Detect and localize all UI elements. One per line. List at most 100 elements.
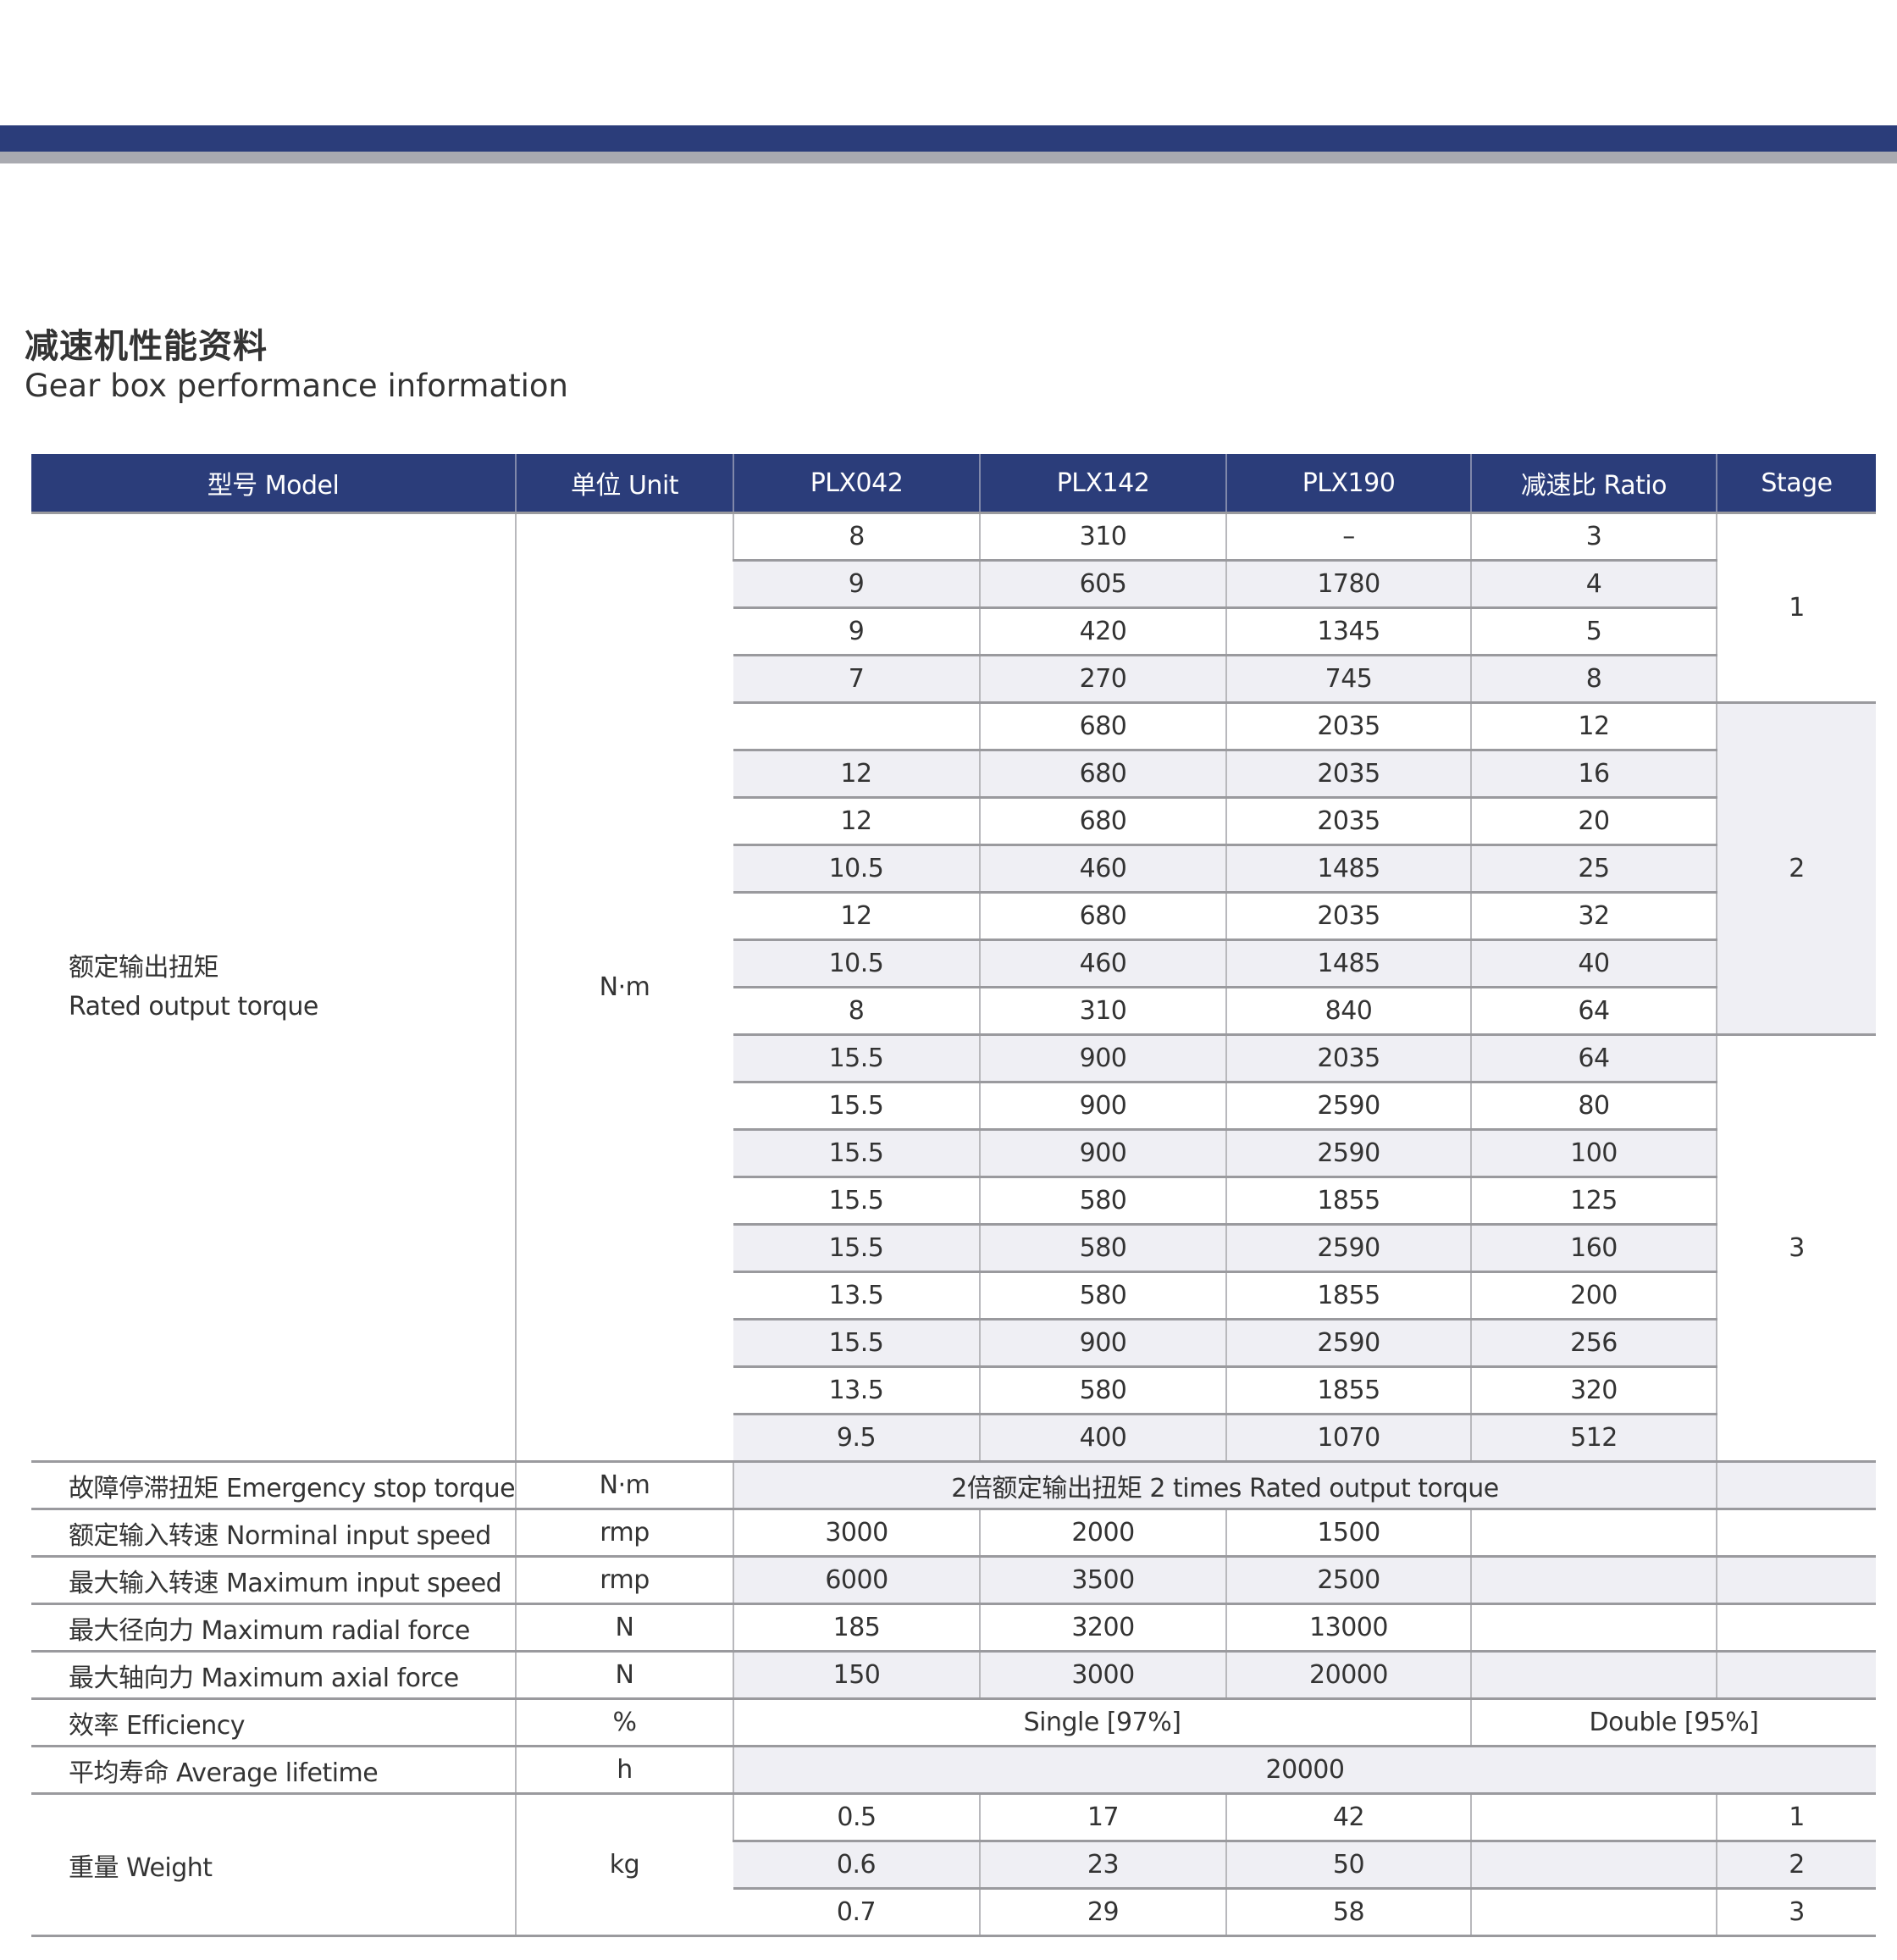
- cell-ratio: 200: [1470, 1271, 1717, 1320]
- table-row: 额定输出扭矩 Rated output torque N·m 8 310–3 1: [31, 512, 1876, 1462]
- table-row: 15.5 580 2590 160: [31, 1223, 1876, 1272]
- spec-unit: rmp: [515, 1555, 733, 1604]
- cell-plx190: 58: [1225, 1887, 1471, 1937]
- cell-ratio: 160: [1470, 1223, 1717, 1272]
- cell-plx042: 12: [733, 796, 980, 845]
- cell-plx190: 2590: [1225, 1128, 1471, 1177]
- column-header-stage: Stage: [1716, 454, 1876, 513]
- cell-plx142: 900: [979, 1081, 1226, 1130]
- cell-plx042: 12: [733, 749, 980, 798]
- cell-plx190: 1855: [1225, 1176, 1471, 1225]
- weight-unit: kg: [515, 1792, 733, 1937]
- cell-ratio-empty: [1470, 1840, 1717, 1889]
- cell-plx142: 680: [979, 749, 1226, 798]
- cell-plx190: 13000: [1225, 1603, 1471, 1652]
- cell-plx190: 1485: [1225, 938, 1471, 988]
- cell-plx190: 745: [1225, 654, 1471, 703]
- header-band-gray: [0, 152, 1897, 163]
- cell-plx042: 9: [733, 559, 980, 608]
- cell-plx042: 9.5: [733, 1413, 980, 1462]
- table-row: 12 680 2035 20: [31, 796, 1876, 845]
- cell-ratio-empty: [1470, 1887, 1717, 1937]
- table-row: 10.5 460 1485 40: [31, 938, 1876, 988]
- cell-plx142: 3000: [979, 1650, 1226, 1699]
- column-header-unit: 单位 Unit: [515, 454, 733, 513]
- cell-plx042: 13.5: [733, 1365, 980, 1415]
- spec-row: 最大输入转速 Maximum input speed rmp 6000 3500 250…: [31, 1555, 1876, 1604]
- cell-plx042: 7: [733, 654, 980, 703]
- cell-plx042: 13.5: [733, 1271, 980, 1320]
- cell-plx042: 0.7: [733, 1887, 980, 1937]
- cell-ratio: 256: [1470, 1318, 1717, 1367]
- cell-ratio: 125: [1470, 1176, 1717, 1225]
- cell-ratio: 64: [1470, 986, 1717, 1035]
- cell-plx042: 8: [733, 986, 980, 1035]
- cell-ratio: 8: [1470, 654, 1717, 703]
- cell-ratio: 3: [1470, 512, 1717, 561]
- table-row: 10.5 460 1485 25: [31, 844, 1876, 893]
- cell-plx142: 460: [979, 844, 1226, 893]
- cell-plx042: 150: [733, 1650, 980, 1699]
- table-row: 15.5 580 1855 125: [31, 1176, 1876, 1225]
- cell-ratio: 32: [1470, 891, 1717, 940]
- cell-plx190: 2590: [1225, 1081, 1471, 1130]
- stage-cell: 3: [1716, 1033, 1876, 1462]
- cell-ratio: 5: [1470, 606, 1717, 656]
- weight-row: 0.6 23 50 2: [31, 1840, 1876, 1889]
- cell-plx142: 29: [979, 1887, 1226, 1937]
- cell-plx190: 1500: [1225, 1508, 1471, 1557]
- cell-plx042: 15.5: [733, 1176, 980, 1225]
- cell-ratio: 320: [1470, 1365, 1717, 1415]
- lifetime-unit: h: [515, 1745, 733, 1794]
- spec-unit: rmp: [515, 1508, 733, 1557]
- cell-plx190: 1780: [1225, 559, 1471, 608]
- page-title-en: Gear box performance information: [25, 368, 568, 404]
- cell-plx042: 8: [733, 512, 980, 561]
- emergency-stop-label: 故障停滞扭矩 Emergency stop torque: [31, 1460, 516, 1509]
- cell-ratio-empty: [1470, 1555, 1717, 1604]
- table-row: 15.5 900 2035 64 3: [31, 1033, 1876, 1462]
- cell-plx042: 0.5: [733, 1792, 980, 1841]
- efficiency-unit: %: [515, 1697, 733, 1747]
- emergency-stop-unit: N·m: [515, 1460, 733, 1509]
- cell-plx042: 9: [733, 606, 980, 656]
- cell-ratio: 80: [1470, 1081, 1717, 1130]
- cell-plx142: 680: [979, 701, 1226, 750]
- page-title-cn: 减速机性能资料: [25, 327, 268, 366]
- efficiency-label: 效率 Efficiency: [31, 1697, 516, 1747]
- stage-cell-empty: [1716, 1460, 1876, 1509]
- cell-plx190: 2500: [1225, 1555, 1471, 1604]
- cell-plx190: 2035: [1225, 749, 1471, 798]
- cell-plx190: 1070: [1225, 1413, 1471, 1462]
- table-row: 7 270 745 8: [31, 654, 1876, 703]
- cell-plx142: 580: [979, 1271, 1226, 1320]
- stage-cell-empty: [1716, 1603, 1876, 1652]
- column-header-ratio: 减速比 Ratio: [1470, 454, 1717, 513]
- weight-row: 重量 Weight kg 0.5 17 42 1: [31, 1792, 1876, 1937]
- cell-plx142: 420: [979, 606, 1226, 656]
- spec-row: 额定输入转速 Norminal input speed rmp 3000 2000 15…: [31, 1508, 1876, 1557]
- column-header-plx042: PLX042: [733, 454, 980, 513]
- column-header-plx190: PLX190: [1225, 454, 1471, 513]
- spec-row: 最大轴向力 Maximum axial force N 150 3000 20000: [31, 1650, 1876, 1699]
- cell-plx142: 3200: [979, 1603, 1226, 1652]
- cell-plx142: 680: [979, 891, 1226, 940]
- cell-plx142: 2000: [979, 1508, 1226, 1557]
- lifetime-label: 平均寿命 Average lifetime: [31, 1745, 516, 1794]
- cell-plx190: 20000: [1225, 1650, 1471, 1699]
- stage-cell-empty: [1716, 1650, 1876, 1699]
- table-header-row: 型号 Model 单位 Unit PLX042 PLX142 PLX190 减速…: [31, 454, 1876, 513]
- cell-plx190: –: [1225, 512, 1471, 561]
- emergency-stop-row: 故障停滞扭矩 Emergency stop torque N·m 2倍额定输出扭矩 …: [31, 1460, 1876, 1509]
- table-row: 9.5 400 1070 512: [31, 1413, 1876, 1462]
- cell-plx042: 6000: [733, 1555, 980, 1604]
- cell-plx190: 840: [1225, 986, 1471, 1035]
- weight-label: 重量 Weight: [31, 1792, 516, 1937]
- cell-plx042: 3000: [733, 1508, 980, 1557]
- cell-ratio: 12: [1470, 701, 1717, 750]
- cell-plx190: 2590: [1225, 1318, 1471, 1367]
- cell-plx142: 310: [979, 986, 1226, 1035]
- cell-plx142: 605: [979, 559, 1226, 608]
- cell-plx190: 2035: [1225, 891, 1471, 940]
- emergency-stop-value: 2倍额定输出扭矩 2 times Rated output torque: [733, 1460, 1717, 1509]
